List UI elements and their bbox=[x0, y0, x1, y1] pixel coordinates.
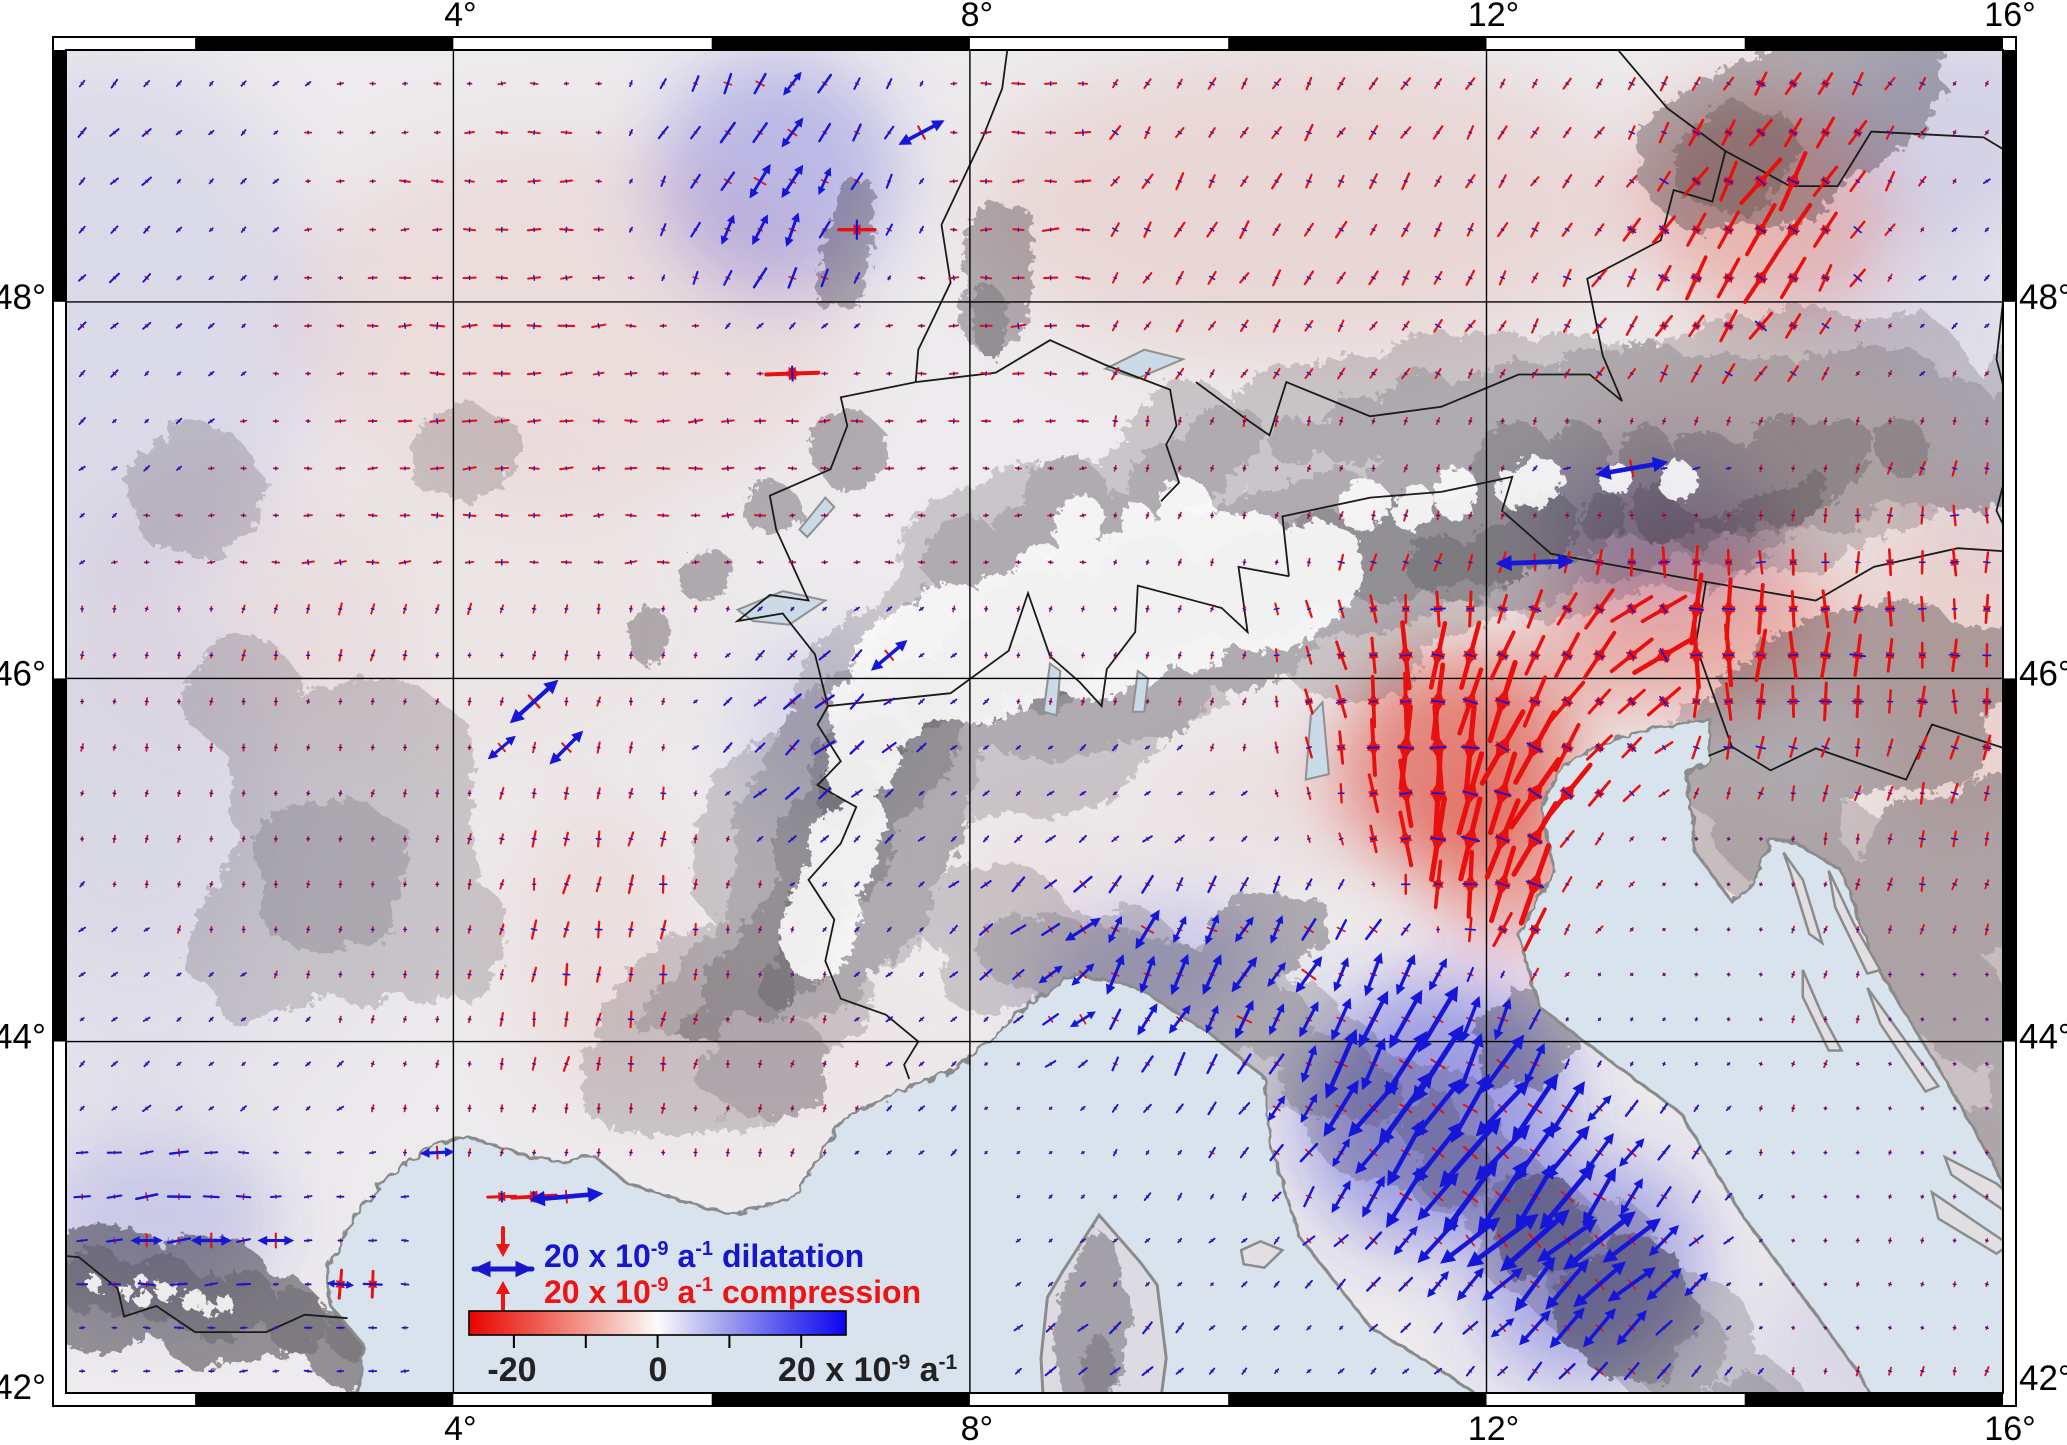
svg-text:12°: 12° bbox=[1468, 0, 1519, 34]
svg-text:48°: 48° bbox=[0, 278, 46, 317]
svg-text:44°: 44° bbox=[2019, 1018, 2067, 1057]
svg-text:16°: 16° bbox=[1984, 1410, 2035, 1445]
svg-text:46°: 46° bbox=[2019, 654, 2067, 693]
svg-text:8°: 8° bbox=[961, 1410, 994, 1445]
svg-text:44°: 44° bbox=[0, 1018, 46, 1057]
svg-text:20 x 10-9​ a-1​ compression: 20 x 10-9​ a-1​ compression bbox=[544, 1274, 921, 1310]
svg-text:42°: 42° bbox=[2019, 1359, 2067, 1398]
svg-text:42°: 42° bbox=[0, 1368, 46, 1407]
svg-text:16°: 16° bbox=[1984, 0, 2035, 34]
svg-text:4°: 4° bbox=[444, 0, 477, 34]
svg-text:46°: 46° bbox=[0, 654, 46, 693]
svg-text:20 x 10-9​ a-1​ dilatation: 20 x 10-9​ a-1​ dilatation bbox=[544, 1238, 864, 1274]
svg-text:8°: 8° bbox=[961, 0, 994, 34]
svg-text:0: 0 bbox=[649, 1351, 668, 1389]
svg-text:4°: 4° bbox=[444, 1410, 477, 1445]
svg-text:20 x 10-9​ a-1​: 20 x 10-9​ a-1​ bbox=[778, 1351, 957, 1389]
svg-text:-20: -20 bbox=[487, 1351, 536, 1389]
svg-text:12°: 12° bbox=[1468, 1410, 1519, 1445]
svg-text:48°: 48° bbox=[2019, 278, 2067, 317]
